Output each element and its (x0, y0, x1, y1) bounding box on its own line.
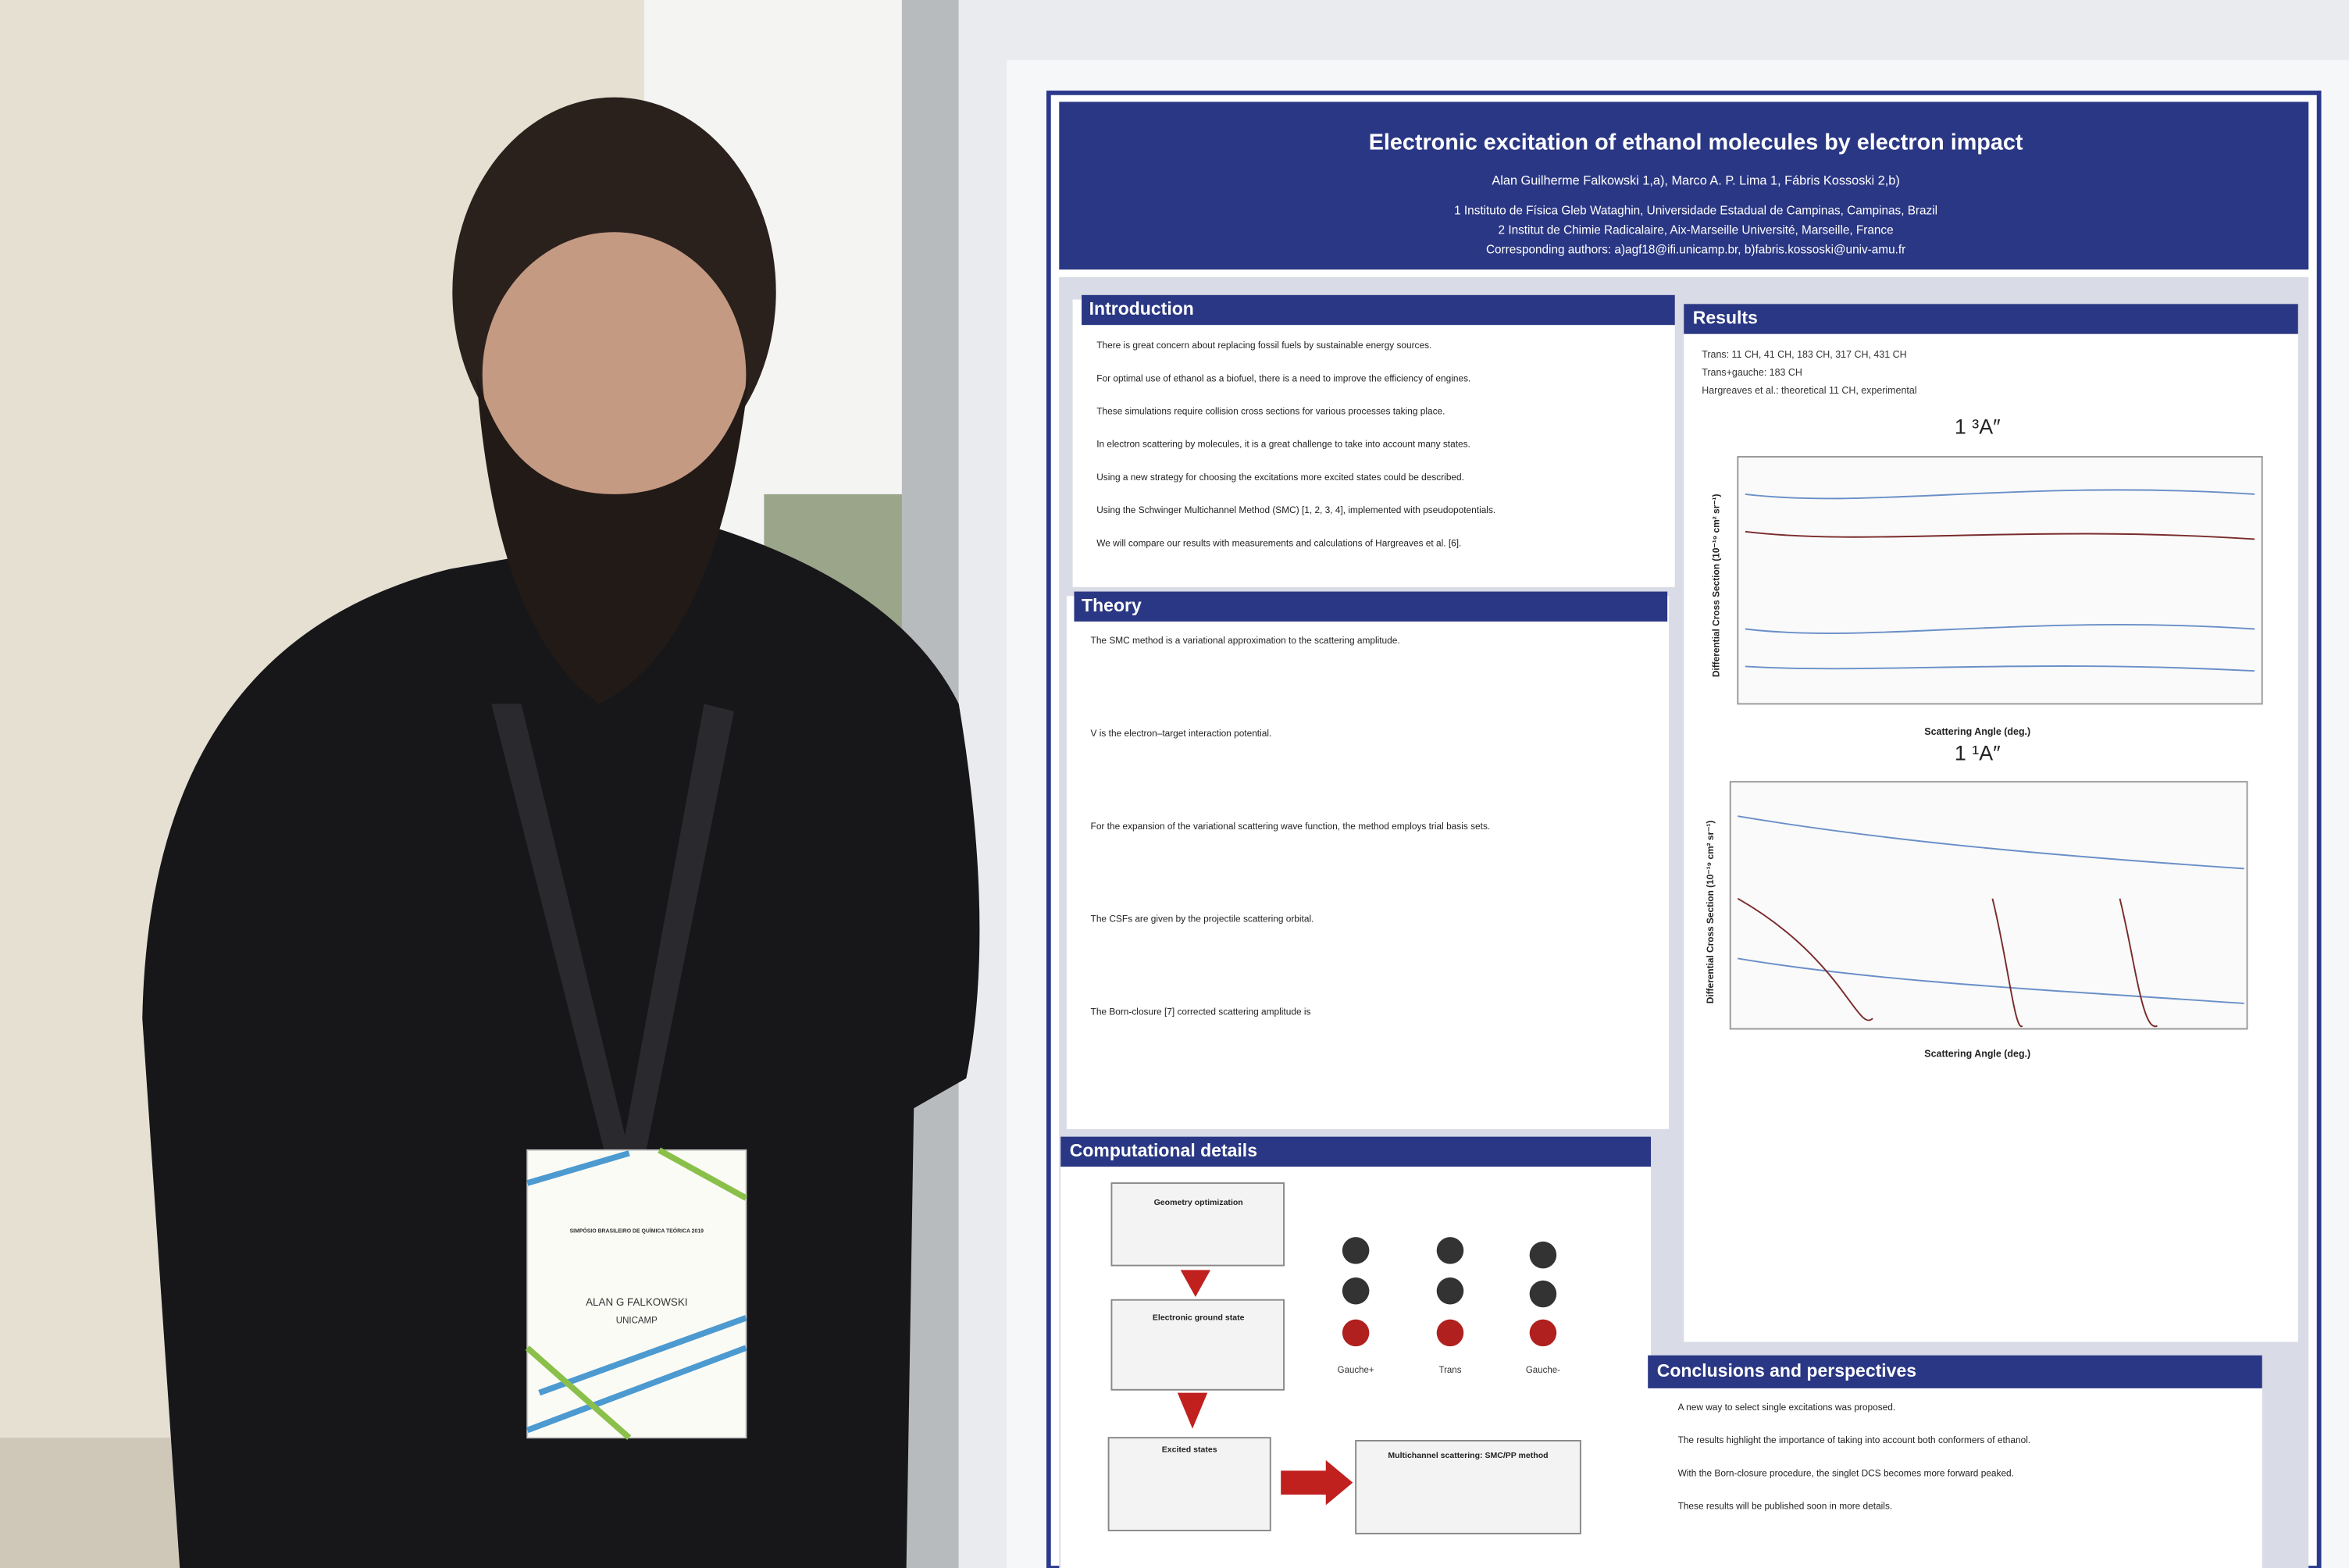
plot-title: 1 ¹A″ (1955, 742, 2001, 765)
flow-step: Excited states (1162, 1445, 1217, 1454)
section-header: Conclusions and perspectives (1657, 1360, 1916, 1381)
shirt (142, 524, 980, 1568)
flow-box (1110, 1299, 1285, 1391)
conclusions-box (1648, 1363, 2262, 1568)
lanyard (491, 704, 629, 1161)
poster-authors: Alan Guilherme Falkowski 1,a), Marco A. … (1492, 173, 1899, 187)
atom (1529, 1241, 1557, 1269)
molecule-label: Trans (1438, 1366, 1461, 1375)
intro-bullet: These simulations require collision cros… (1096, 406, 1445, 417)
molecule-label: Gauche+ (1338, 1366, 1374, 1375)
arrow (1177, 1392, 1208, 1429)
conclusions-bullet: A new way to select single excitations w… (1678, 1402, 1896, 1413)
plot-curves (1738, 489, 2255, 1004)
conclusions-header-bar (1648, 1355, 2262, 1388)
section-header: Theory (1082, 595, 1142, 615)
section-header: Computational details (1070, 1140, 1257, 1160)
intro-bullet: Using the Schwinger Multichannel Method … (1096, 504, 1495, 515)
results-header-bar (1684, 304, 2298, 334)
atom (1342, 1237, 1370, 1264)
molecule-icons (1342, 1237, 1557, 1347)
atom (1342, 1319, 1370, 1347)
atom (1529, 1280, 1557, 1308)
face (482, 232, 747, 517)
molecule-label: Gauche- (1526, 1366, 1560, 1375)
flow-box (1355, 1440, 1581, 1534)
plot-x-label: Scattering Angle (deg.) (1924, 726, 2030, 737)
poster-affiliation: 1 Instituto de Física Gleb Wataghin, Uni… (1454, 204, 1937, 217)
theory-bullet: The CSFs are given by the projectile sca… (1091, 914, 1314, 925)
flow-step: Geometry optimization (1154, 1198, 1243, 1207)
poster-affiliation: Corresponding authors: a)agf18@ifi.unica… (1486, 243, 1905, 256)
intro-bullet: For optimal use of ethanol as a biofuel,… (1096, 372, 1470, 383)
atom (1436, 1277, 1464, 1305)
poster-header (1059, 102, 2309, 270)
flow-box (1110, 1182, 1285, 1267)
flow-step: Multichannel scattering: SMC/PP method (1388, 1451, 1548, 1460)
flow-step: Electronic ground state (1153, 1313, 1245, 1322)
intro-bullet: In electron scattering by molecules, it … (1096, 439, 1470, 450)
atom (1342, 1277, 1370, 1305)
conclusions-bullet: These results will be published soon in … (1678, 1501, 1893, 1512)
arrow (1180, 1270, 1211, 1297)
atom (1529, 1319, 1557, 1347)
flow-box (1107, 1437, 1271, 1532)
poster-title: Electronic excitation of ethanol molecul… (1369, 130, 2023, 155)
theory-bullet: For the expansion of the variational sca… (1091, 821, 1491, 832)
intro-bullet: We will compare our results with measure… (1096, 537, 1461, 548)
intro-bullet: Using a new strategy for choosing the ex… (1096, 472, 1464, 483)
intro-box (1072, 299, 1675, 587)
plot-curves (1737, 530, 2255, 1028)
badge-institution: UNICAMP (616, 1317, 658, 1326)
computational-header-bar (1060, 1136, 1652, 1167)
badge-event: SIMPÓSIO BRASILEIRO DE QUÍMICA TEÓRICA 2… (570, 1227, 704, 1234)
theory-bullet: V is the electron–target interaction pot… (1091, 728, 1272, 739)
intro-bullet: There is great concern about replacing f… (1096, 340, 1431, 351)
plot-frame (1729, 781, 2248, 1030)
badge (526, 1149, 747, 1439)
poster-affiliation: 2 Institut de Chimie Radicalaire, Aix-Ma… (1499, 223, 1894, 237)
theory-bullet: The Born-closure [7] corrected scatterin… (1091, 1007, 1311, 1017)
conclusions-bullet: With the Born-closure procedure, the sin… (1678, 1467, 2014, 1478)
results-legend: Trans+gauche: 183 CH (1702, 367, 1802, 378)
section-header: Results (1693, 308, 1758, 328)
plot-x-label: Scattering Angle (deg.) (1924, 1048, 2030, 1059)
badge-decoration (525, 1147, 748, 1441)
section-header: Introduction (1089, 298, 1194, 319)
badge-name: ALAN G FALKOWSKI (586, 1296, 687, 1308)
plot-title: 1 ³A″ (1955, 415, 2001, 439)
results-legend: Trans: 11 CH, 41 CH, 183 CH, 317 CH, 431… (1702, 349, 1906, 360)
beard (476, 374, 750, 704)
lanyard (622, 704, 734, 1161)
plot-y-label: Differential Cross Section (10⁻¹⁹ cm² sr… (1711, 494, 1722, 678)
atom (1436, 1237, 1464, 1264)
theory-bullet: The SMC method is a variational approxim… (1091, 635, 1400, 646)
badge-decoration (526, 1150, 747, 1434)
theory-header-bar (1074, 591, 1668, 622)
plot-y-label: Differential Cross Section (10⁻¹⁹ cm² sr… (1705, 821, 1716, 1004)
atom (1436, 1319, 1464, 1347)
conclusions-bullet: The results highlight the importance of … (1678, 1434, 2031, 1445)
results-legend: Hargreaves et al.: theoretical 11 CH, ex… (1702, 385, 1916, 396)
arrow (1281, 1459, 1353, 1506)
intro-header-bar (1082, 294, 1675, 326)
theory-box (1066, 596, 1670, 1130)
